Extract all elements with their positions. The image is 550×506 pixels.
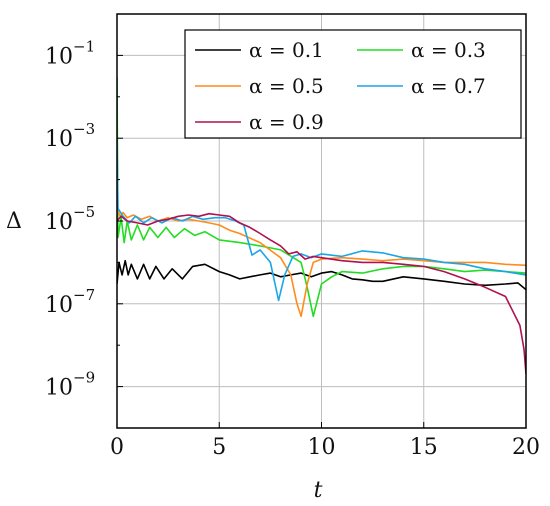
- legend-label: α = 0.3: [411, 38, 486, 62]
- legend-item: α = 0.1: [195, 38, 324, 62]
- x-tick-label: 10: [308, 435, 336, 460]
- legend-label: α = 0.5: [249, 74, 324, 98]
- y-tick-exponent: −9: [73, 369, 95, 387]
- legend-item: α = 0.9: [195, 110, 324, 134]
- y-tick-label: 10 −5: [45, 203, 95, 235]
- x-tick-label: 0: [110, 435, 124, 460]
- y-tick-base: 10: [45, 210, 73, 235]
- legend-label: α = 0.9: [249, 110, 324, 134]
- y-tick-base: 10: [45, 127, 73, 152]
- y-axis-ticks: 10−110−310−510−710−9: [45, 37, 123, 401]
- y-axis-label: Δ: [6, 209, 22, 234]
- series-line-4: [117, 138, 526, 302]
- series-line-3: [117, 208, 526, 318]
- y-tick-label: 10 −7: [45, 286, 95, 318]
- series-line-2: [117, 76, 526, 318]
- legend-item: α = 0.3: [357, 38, 486, 62]
- y-tick-exponent: −1: [73, 37, 95, 55]
- y-tick-exponent: −7: [73, 286, 95, 304]
- legend-item: α = 0.5: [195, 74, 324, 98]
- y-tick-exponent: −3: [73, 120, 95, 138]
- legend-box: [184, 29, 522, 139]
- legend: α = 0.1 α = 0.3 α = 0.5 α = 0.7 α = 0.9: [184, 29, 522, 139]
- legend-label: α = 0.7: [411, 74, 486, 98]
- series-line-5: [117, 212, 526, 375]
- y-tick-label: 10 −3: [45, 120, 95, 152]
- y-tick-label: 10 −9: [45, 369, 95, 401]
- x-axis-ticks: 0 5 10 15 20: [110, 422, 540, 460]
- y-tick-label: 10 −1: [45, 37, 95, 69]
- x-tick-label: 5: [212, 435, 226, 460]
- y-tick-exponent: −5: [73, 203, 95, 221]
- legend-label: α = 0.1: [249, 38, 324, 62]
- x-tick-label: 20: [512, 435, 540, 460]
- series-lines: [117, 76, 526, 375]
- x-tick-label: 15: [410, 435, 438, 460]
- legend-item: α = 0.7: [357, 74, 486, 98]
- y-tick-base: 10: [45, 293, 73, 318]
- y-tick-base: 10: [45, 376, 73, 401]
- x-axis-label: t: [314, 478, 323, 503]
- series-line-1: [117, 259, 526, 291]
- y-tick-base: 10: [45, 44, 73, 69]
